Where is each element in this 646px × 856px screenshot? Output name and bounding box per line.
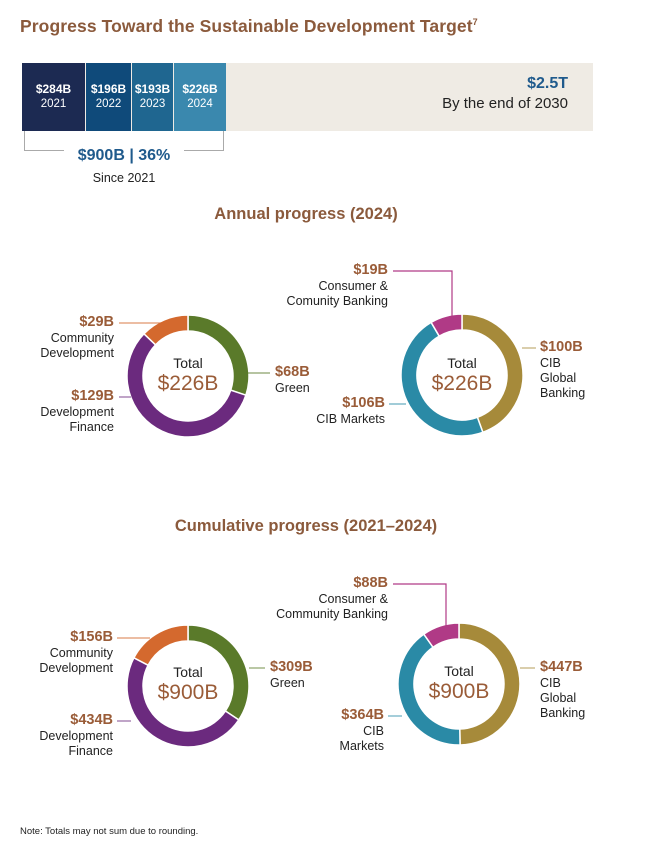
- label-tr-ccb: $19B Consumer & Comunity Banking: [287, 262, 388, 309]
- label-tr-cibm: $106B CIB Markets: [316, 395, 385, 427]
- slice-name: Banking: [540, 386, 586, 400]
- donut-slice-community-development: [132, 624, 189, 667]
- donut-cumulative-business: [397, 622, 521, 746]
- slice-name: CIB: [540, 676, 561, 690]
- leader-tr-ccb: [393, 270, 453, 318]
- slice-name: Global: [540, 371, 577, 385]
- cumulative-since: Since 2021: [92, 171, 156, 185]
- donut-slice-consumer-comunity-banking: [430, 313, 463, 338]
- slice-value: $129B: [71, 388, 114, 404]
- donut-center-tl: Total $226B: [138, 354, 238, 396]
- donut-center-tr: Total $226B: [412, 354, 512, 396]
- donut-center-br: Total $900B: [409, 662, 509, 704]
- annual-section-title: Annual progress (2024): [214, 205, 398, 223]
- target-deadline: By the end of 2030: [442, 95, 568, 112]
- slice-name: Banking: [540, 706, 586, 720]
- slice-name: Green: [275, 381, 310, 395]
- slice-value: $434B: [70, 712, 113, 728]
- slice-name: Community Banking: [276, 607, 388, 621]
- label-br-cibm: $364B CIB Markets: [340, 707, 384, 754]
- slice-name: Development: [39, 729, 113, 743]
- leader-lines: [117, 270, 536, 722]
- segment-value: $284B: [35, 82, 72, 96]
- label-br-ccb: $88B Consumer & Community Banking: [276, 575, 388, 622]
- segment-year: 2022: [95, 98, 122, 110]
- slice-name: Community: [49, 646, 113, 660]
- center-total-value: $226B: [157, 372, 219, 395]
- label-bl-comdev: $156B Community Development: [39, 629, 113, 676]
- slice-value: $88B: [353, 575, 388, 591]
- slice-name: Global: [540, 691, 577, 705]
- donut-center-bl: Total $900B: [138, 663, 238, 705]
- slice-name: Community: [50, 331, 114, 345]
- footnote: Note: Totals may not sum due to rounding…: [20, 826, 199, 837]
- segment-year: 2021: [40, 98, 67, 110]
- center-total-label: Total: [173, 664, 203, 680]
- slice-value: $68B: [275, 364, 310, 380]
- slice-value: $29B: [79, 314, 114, 330]
- center-total-value: $226B: [431, 372, 493, 395]
- slice-value: $100B: [540, 339, 583, 355]
- slice-value: $447B: [540, 659, 583, 675]
- center-total-label: Total: [447, 355, 477, 371]
- title-text: Progress Toward the Sustainable Developm…: [20, 16, 473, 36]
- slice-name: Development: [40, 346, 114, 360]
- slice-value: $106B: [342, 395, 385, 411]
- slice-value: $156B: [70, 629, 113, 645]
- label-tl-comdev: $29B Community Development: [40, 314, 114, 361]
- center-total-value: $900B: [428, 680, 490, 703]
- slice-value: $309B: [270, 659, 313, 675]
- cumulative-summary: $900B | 36%: [64, 145, 184, 167]
- slice-name: CIB: [363, 724, 384, 738]
- label-tr-cibgb: $100B CIB Global Banking: [540, 339, 585, 401]
- footnote-marker: 7: [472, 17, 478, 28]
- label-tl-green: $68B Green: [275, 364, 310, 396]
- bar-segment-2022: $196B 2022: [86, 63, 131, 131]
- slice-name: Development: [39, 661, 113, 675]
- donut-slice-community-development: [142, 314, 189, 346]
- slice-name: Consumer &: [318, 592, 388, 606]
- slice-name: Development: [40, 405, 114, 419]
- target-label: $2.5T By the end of 2030: [442, 74, 568, 114]
- center-total-label: Total: [444, 663, 474, 679]
- slice-value: $19B: [353, 262, 388, 278]
- cumulative-section-title: Cumulative progress (2021–2024): [174, 517, 438, 535]
- center-total-label: Total: [173, 355, 203, 371]
- label-bl-green: $309B Green: [270, 659, 313, 691]
- slice-name: Green: [270, 676, 305, 690]
- label-bl-devfin: $434B Development Finance: [39, 712, 113, 759]
- page-title: Progress Toward the Sustainable Developm…: [20, 16, 478, 37]
- segment-year: 2024: [187, 98, 213, 110]
- label-tl-devfin: $129B Development Finance: [40, 388, 114, 435]
- bar-segment-2021: $284B 2021: [22, 63, 85, 131]
- slice-name: Consumer &: [318, 279, 388, 293]
- donut-slice-consumer-community-banking: [422, 622, 460, 649]
- slice-value: $364B: [341, 707, 384, 723]
- bar-segment-2024: $226B 2024: [174, 63, 226, 131]
- donut-cumulative-category: [126, 624, 250, 748]
- donut-annual-category: [126, 314, 250, 438]
- target-amount: $2.5T: [527, 75, 568, 92]
- donut-slice-development-finance: [126, 332, 247, 438]
- segment-year: 2023: [139, 98, 166, 110]
- slice-name: Comunity Banking: [286, 294, 388, 308]
- slice-name: Markets: [339, 739, 384, 753]
- slice-name: Finance: [68, 744, 113, 758]
- leader-br-ccb: [393, 583, 447, 626]
- segment-value: $193B: [134, 82, 171, 96]
- donut-annual-business: [400, 313, 524, 437]
- slice-name: Finance: [69, 420, 114, 434]
- bar-segment-2023: $193B 2023: [132, 63, 173, 131]
- slice-name: CIB Markets: [316, 412, 385, 426]
- label-br-cibgb: $447B CIB Global Banking: [540, 659, 585, 721]
- center-total-value: $900B: [157, 681, 219, 704]
- segment-value: $226B: [182, 82, 218, 96]
- segment-value: $196B: [90, 82, 127, 96]
- slice-name: CIB: [540, 356, 561, 370]
